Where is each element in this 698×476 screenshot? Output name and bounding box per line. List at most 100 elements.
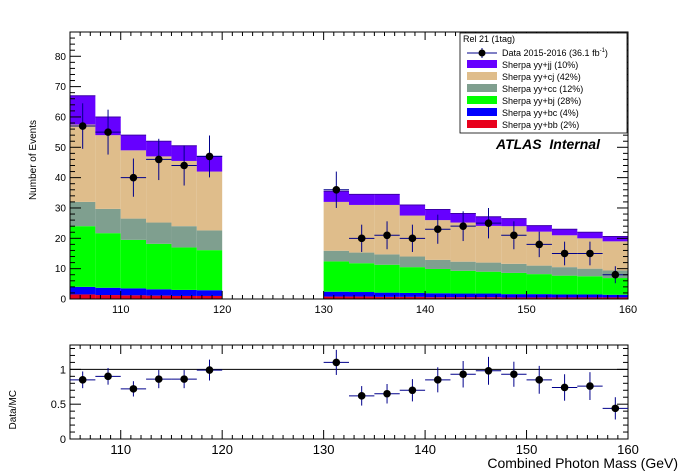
x-tick-label: 110 (112, 304, 130, 316)
ratio-x-tick-label: 140 (414, 442, 436, 457)
ratio-point-marker (332, 358, 341, 367)
stack-bar-0-5 (196, 295, 223, 299)
stack-bar-0-16 (475, 297, 502, 299)
ratio-point-marker (611, 404, 620, 413)
legend-data-label-close: ) (605, 48, 608, 58)
data-point-marker (484, 219, 493, 227)
ratio-point-0 (70, 371, 96, 389)
legend-data-entry: Data 2015-2016 (36.1 fb-1) (467, 48, 608, 58)
legend-swatch (467, 60, 497, 68)
stack-bar-3-11 (349, 252, 375, 264)
legend-swatch (467, 108, 497, 116)
stack-bar-2-19 (551, 275, 578, 295)
ratio-y-ticks: 00.51 (51, 347, 628, 446)
legend-swatch (467, 72, 497, 80)
ratio-point-1 (95, 367, 121, 385)
stack-bar-4-10 (323, 201, 349, 251)
ratio-point-marker (535, 376, 544, 384)
data-point-5 (196, 135, 223, 178)
stack-bar-2-11 (349, 263, 375, 293)
legend-data-label-main: Data 2015-2016 (36.1 fb (502, 48, 600, 58)
stack-bar-0-0 (70, 294, 96, 299)
ratio-x-tick-label: 160 (617, 442, 639, 457)
stack-bar-4-21 (602, 241, 628, 271)
ratio-point-marker (484, 366, 493, 375)
stack-bar-2-15 (450, 270, 476, 294)
data-point-marker (459, 222, 467, 230)
stack-bar-3-12 (374, 254, 400, 265)
ratio-y-axis-label: Data/MC (8, 390, 19, 429)
stack-bar-0-19 (551, 297, 578, 299)
stack-bar-0-17 (501, 297, 527, 299)
ratio-point-15 (551, 374, 578, 401)
ratio-point-marker (408, 386, 417, 395)
stack-bar-0-14 (425, 297, 451, 299)
stack-bar-1-11 (349, 292, 375, 297)
stack-bar-0-10 (323, 296, 349, 299)
ratio-point-marker (129, 385, 138, 393)
stack-bar-1-14 (425, 293, 451, 298)
stack-bar-5-11 (349, 194, 375, 205)
stack-bar-2-5 (196, 250, 223, 291)
legend-entry-2: Sherpa yy+cc (12%) (467, 84, 583, 94)
stack-bar-0-13 (399, 296, 426, 299)
ratio-point-marker (205, 366, 214, 374)
data-point-marker (78, 122, 87, 130)
stack-bar-3-1 (95, 208, 121, 234)
stack-bar-2-10 (323, 261, 349, 292)
data-point-1 (95, 109, 121, 155)
data-point-8 (374, 221, 400, 250)
legend-swatch (467, 96, 497, 104)
stack-bar-2-17 (501, 272, 527, 295)
stack-bar-1-3 (146, 289, 172, 296)
data-point-marker (383, 231, 391, 240)
data-point-10 (425, 214, 451, 244)
legend-label: Sherpa yy+bb (2%) (502, 120, 579, 130)
ratio-point-11 (450, 361, 476, 388)
data-point-marker (560, 249, 569, 258)
stack-bar-3-2 (120, 218, 147, 240)
stack-bar-3-13 (399, 256, 426, 268)
stack-bar-2-16 (475, 271, 502, 294)
stack-bar-3-10 (323, 250, 349, 262)
ratio-point-10 (425, 367, 451, 393)
stack-bar-5-13 (399, 204, 426, 216)
data-point-marker (510, 231, 518, 240)
stack-bar-1-17 (501, 294, 527, 298)
stack-bar-5-19 (551, 229, 578, 236)
stack-bar-1-13 (399, 292, 426, 297)
stack-bar-3-14 (425, 259, 451, 269)
stack-bar-3-15 (450, 261, 476, 271)
stack-bar-0-3 (146, 295, 172, 299)
ratio-point-8 (374, 383, 400, 404)
stack-bar-0-15 (450, 297, 476, 299)
ratio-y-tick-label: 0 (60, 434, 66, 446)
stack-bar-0-20 (577, 297, 603, 299)
x-tick-label: 120 (213, 304, 231, 316)
y-tick-label: 30 (55, 203, 67, 214)
stack-bar-3-18 (526, 265, 552, 275)
legend-entry-5: Sherpa yy+bb (2%) (467, 120, 579, 130)
stack-bar-0-18 (526, 297, 552, 299)
data-point-15 (551, 241, 578, 266)
legend: Rel 21 (1tag) Data 2015-2016 (36.1 fb-1)… (459, 32, 628, 134)
ratio-point-7 (349, 386, 375, 406)
x-tick-label: 150 (517, 304, 535, 316)
data-point-marker (332, 185, 341, 194)
legend-label: Sherpa yy+cj (42%) (502, 72, 581, 82)
stack-bar-1-10 (323, 291, 349, 297)
legend-box (459, 32, 628, 134)
stack-bar-1-16 (475, 293, 502, 298)
stack-bar-2-2 (120, 239, 147, 289)
stack-bar-4-5 (196, 171, 223, 231)
data-point-marker (129, 173, 138, 182)
stack-bar-1-2 (120, 288, 147, 296)
stack-bar-2-4 (171, 247, 197, 290)
data-point-marker (205, 152, 214, 161)
stack-bar-3-5 (196, 230, 223, 251)
y-tick-label: 80 (55, 52, 67, 63)
data-point-3 (146, 138, 172, 181)
ratio-panel: 00.51 110 120 130 140 150 160 Data/MC Combine… (8, 344, 678, 471)
atlas-internal-label: ATLAS Internal (495, 136, 601, 152)
